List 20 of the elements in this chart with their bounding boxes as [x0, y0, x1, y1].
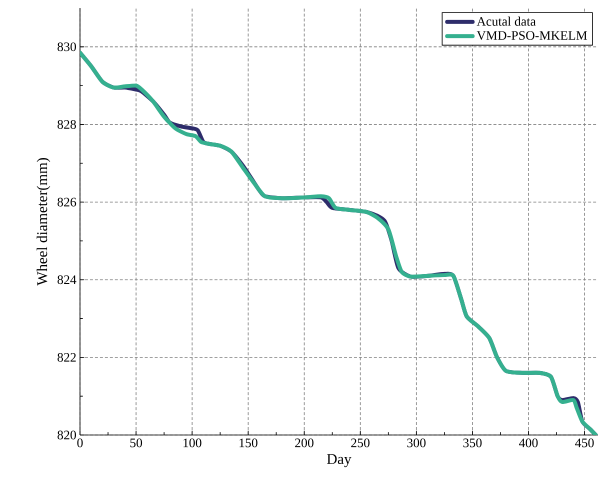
x-tick-label: 0 — [77, 438, 83, 448]
x-tick-label: 400 — [519, 438, 538, 448]
y-tick-label: 828 — [58, 120, 76, 129]
x-tick-label: 350 — [463, 438, 482, 448]
y-tick-label: 830 — [58, 42, 76, 52]
x-tick-label: 100 — [184, 438, 202, 448]
x-tick-label: 50 — [130, 438, 142, 448]
x-tick-label: 300 — [407, 438, 426, 448]
x-tick-label: 200 — [295, 438, 314, 448]
y-tick-label: 820 — [58, 430, 76, 440]
x-tick-label: 450 — [575, 438, 594, 448]
legend-label: Acutal data — [476, 16, 536, 26]
y-tick-label: 826 — [58, 198, 76, 206]
y-tick-label: 822 — [58, 352, 76, 362]
x-tick-label: 150 — [240, 438, 258, 448]
x-axis-title: Day — [326, 454, 352, 468]
y-axis-title: Wheel diameter(mm) — [36, 158, 50, 286]
x-tick-label: 250 — [351, 438, 370, 448]
y-tick-label: 824 — [58, 275, 76, 284]
legend-label: VMD-PSO-MKELM — [476, 31, 588, 40]
